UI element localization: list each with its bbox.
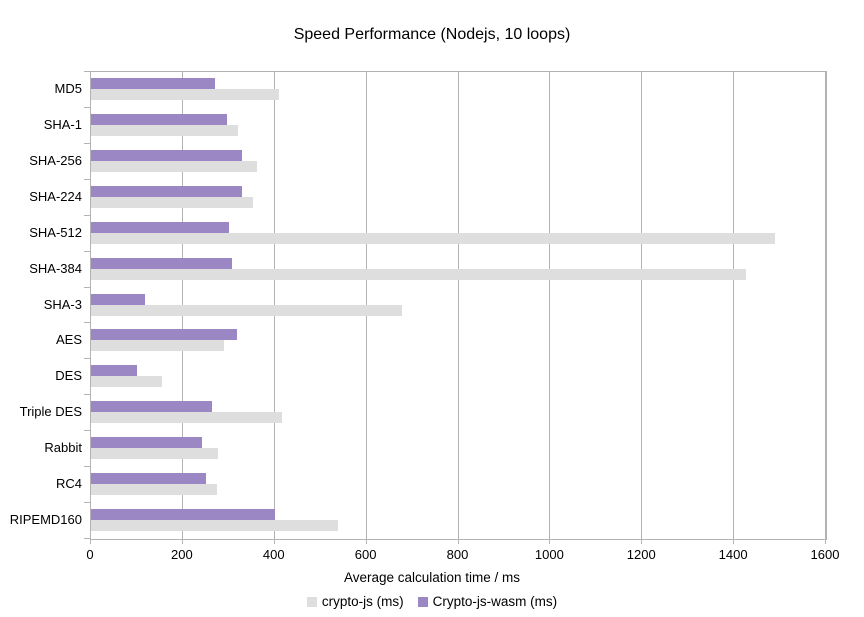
gridline-1000 <box>549 72 551 539</box>
y-axis-label-ripemd160: RIPEMD160 <box>9 512 82 527</box>
bar-crypto-js-wasm-sha-384 <box>91 258 232 269</box>
bar-crypto-js-rabbit <box>91 448 218 459</box>
y-axis-tick <box>84 251 90 252</box>
x-axis-tick-200 <box>181 539 183 544</box>
y-axis-tick <box>84 215 90 216</box>
bar-crypto-js-rc4 <box>91 484 217 495</box>
x-axis-tick-1600 <box>825 539 826 544</box>
legend-item-crypto-js: crypto-js (ms) <box>306 594 404 609</box>
legend: crypto-js (ms) Crypto-js-wasm (ms) <box>0 594 864 609</box>
y-axis-label-rabbit: Rabbit <box>44 440 82 455</box>
bar-crypto-js-wasm-sha-224 <box>91 186 242 197</box>
bar-crypto-js-wasm-md5 <box>91 78 215 89</box>
y-axis-label-sha-1: SHA-1 <box>43 117 82 132</box>
y-axis-label-sha-3: SHA-3 <box>43 297 82 312</box>
y-axis-label-aes: AES <box>55 332 82 347</box>
y-axis-tick <box>84 394 90 395</box>
legend-label-crypto-js-wasm: Crypto-js-wasm (ms) <box>432 594 558 609</box>
bar-crypto-js-ripemd160 <box>91 520 338 531</box>
crypto-js-wasm-swatch-icon <box>417 596 428 607</box>
y-axis-tick <box>84 358 90 359</box>
x-axis-tick-label-800: 800 <box>446 547 469 562</box>
x-axis-title: Average calculation time / ms <box>343 570 521 585</box>
y-axis-tick <box>84 538 90 539</box>
bar-crypto-js-wasm-rabbit <box>91 437 202 448</box>
y-axis-label-sha-512: SHA-512 <box>29 225 82 240</box>
chart-title: Speed Performance (Nodejs, 10 loops) <box>293 26 571 43</box>
bar-crypto-js-sha-384 <box>91 269 746 280</box>
x-axis-tick-600 <box>365 539 367 544</box>
bar-crypto-js-des <box>91 376 162 387</box>
bar-crypto-js-wasm-sha-3 <box>91 294 145 305</box>
x-axis-tick-label-600: 600 <box>354 547 377 562</box>
bar-crypto-js-sha-256 <box>91 161 257 172</box>
x-axis-tick-label-1600: 1600 <box>810 547 840 562</box>
bar-crypto-js-sha-1 <box>91 125 238 136</box>
bar-crypto-js-wasm-sha-1 <box>91 114 227 125</box>
gridline-1600 <box>825 72 826 539</box>
y-axis-label-des: DES <box>55 368 82 383</box>
x-axis-tick-400 <box>273 539 275 544</box>
y-axis-label-sha-224: SHA-224 <box>29 189 82 204</box>
y-axis-tick <box>84 179 90 180</box>
bar-crypto-js-md5 <box>91 89 279 100</box>
y-axis-tick <box>84 143 90 144</box>
y-axis-tick <box>84 287 90 288</box>
bar-crypto-js-aes <box>91 340 224 351</box>
y-axis-label-sha-384: SHA-384 <box>29 261 82 276</box>
bar-crypto-js-wasm-rc4 <box>91 473 206 484</box>
y-axis-label-rc4: RC4 <box>55 476 82 491</box>
x-axis-tick-1200 <box>641 539 643 544</box>
y-axis-label-triple-des: Triple DES <box>19 404 82 419</box>
bar-crypto-js-wasm-des <box>91 365 137 376</box>
x-axis-tick-label-1400: 1400 <box>718 547 748 562</box>
y-axis-label-md5: MD5 <box>54 81 82 96</box>
y-axis-tick <box>84 322 90 323</box>
y-axis-label-sha-256: SHA-256 <box>29 153 82 168</box>
plot-area <box>90 71 827 540</box>
x-axis-tick-label-1000: 1000 <box>534 547 564 562</box>
legend-label-crypto-js: crypto-js (ms) <box>321 594 404 609</box>
x-axis-tick-1400 <box>733 539 735 544</box>
bar-crypto-js-wasm-aes <box>91 329 237 340</box>
bar-crypto-js-sha-224 <box>91 197 253 208</box>
bar-crypto-js-wasm-ripemd160 <box>91 509 275 520</box>
x-axis-tick-label-0: 0 <box>86 547 94 562</box>
y-axis-tick <box>84 430 90 431</box>
legend-item-crypto-js-wasm: Crypto-js-wasm (ms) <box>417 594 558 609</box>
y-axis-tick <box>84 107 90 108</box>
gridline-800 <box>457 72 459 539</box>
y-axis-tick <box>84 502 90 503</box>
bar-crypto-js-sha-512 <box>91 233 775 244</box>
y-axis-tick <box>84 71 90 72</box>
x-axis-tick-1000 <box>549 539 551 544</box>
x-axis-tick-label-200: 200 <box>171 547 193 562</box>
x-axis-tick-label-1200: 1200 <box>626 547 656 562</box>
x-axis-tick-0 <box>90 539 91 544</box>
bar-crypto-js-triple-des <box>91 412 282 423</box>
bar-crypto-js-sha-3 <box>91 305 402 316</box>
crypto-js-swatch-icon <box>306 596 317 607</box>
x-axis-tick-label-400: 400 <box>262 547 285 562</box>
bar-crypto-js-wasm-sha-256 <box>91 150 242 161</box>
gridline-1400 <box>733 72 735 539</box>
gridline-1200 <box>641 72 643 539</box>
x-axis-tick-800 <box>457 539 459 544</box>
bar-crypto-js-wasm-sha-512 <box>91 222 229 233</box>
y-axis-tick <box>84 466 90 467</box>
bar-crypto-js-wasm-triple-des <box>91 401 212 412</box>
